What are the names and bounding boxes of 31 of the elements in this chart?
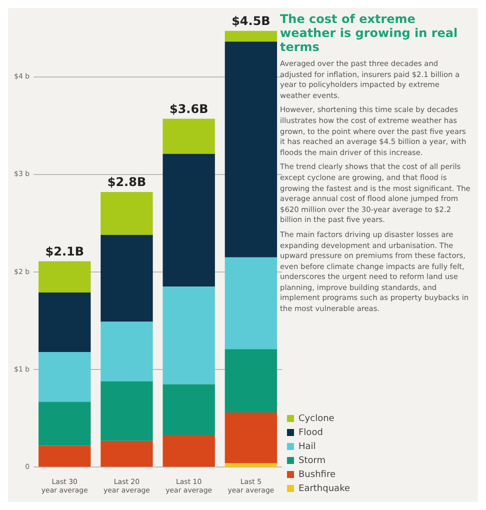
- bar: [224, 412, 278, 464]
- bar: [38, 261, 91, 292]
- total-label: $4.5B: [232, 14, 270, 28]
- bar: [38, 446, 91, 467]
- bar: [224, 30, 278, 42]
- legend-label: Earthquake: [298, 484, 350, 494]
- legend-label: Cyclone: [298, 414, 335, 424]
- bar: [224, 42, 278, 258]
- legend-label: Flood: [298, 428, 323, 438]
- bar: [38, 292, 91, 352]
- bar: [100, 381, 153, 441]
- bar: [162, 384, 215, 435]
- bar: [100, 192, 153, 235]
- legend-label: Hail: [298, 442, 316, 452]
- bar: [224, 257, 278, 350]
- bar: [224, 349, 278, 413]
- total-label: $2.8B: [107, 175, 146, 190]
- total-label: $3.6B: [169, 102, 208, 116]
- bar: [162, 154, 215, 287]
- bar: [162, 286, 215, 384]
- bar: [162, 118, 215, 154]
- bar: [100, 440, 153, 467]
- bar: [100, 322, 153, 382]
- bar: [100, 234, 153, 322]
- bar: [38, 352, 91, 402]
- text: The cost of extreme weather is growing in real terms: [280, 12, 459, 54]
- total-label: $2.1B: [45, 244, 84, 258]
- bar: [38, 402, 91, 446]
- legend-label: Bushfire: [298, 470, 336, 480]
- bar: [162, 434, 215, 467]
- legend-label: Storm: [298, 456, 326, 466]
